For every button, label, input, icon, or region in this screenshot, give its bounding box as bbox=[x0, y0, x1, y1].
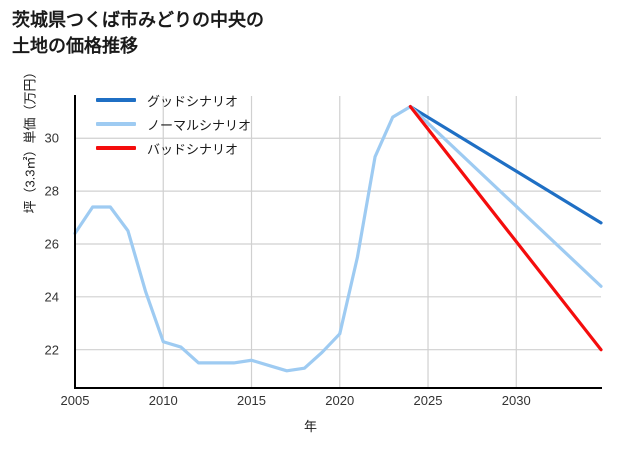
legend-item-label: ノーマルシナリオ bbox=[147, 117, 252, 133]
legend-item[interactable]: バッドシナリオ bbox=[96, 140, 251, 157]
y-tick-label: 28 bbox=[44, 183, 59, 199]
legend-item-label: バッドシナリオ bbox=[147, 141, 239, 157]
y-axis-spine bbox=[74, 95, 76, 389]
series-line bbox=[408, 104, 603, 352]
x-axis-label: 年 bbox=[303, 419, 317, 434]
x-tick-label: 2025 bbox=[413, 393, 443, 408]
y-tick-label: 30 bbox=[44, 130, 59, 146]
series-layer bbox=[73, 104, 603, 373]
legend-swatch-icon bbox=[96, 98, 136, 102]
y-axis-tick-labels: 22 24 26 28 30 bbox=[0, 0, 69, 465]
series-line bbox=[73, 104, 603, 373]
legend-swatch-icon bbox=[96, 122, 136, 126]
chart-title: 茨城県つくば市みどりの中央の 土地の価格推移 bbox=[12, 10, 264, 56]
series-line bbox=[408, 104, 603, 225]
chart-legend: グッドシナリオ ノーマルシナリオ バッドシナリオ bbox=[96, 92, 252, 157]
x-tick-label: 2010 bbox=[148, 393, 178, 408]
x-tick-label: 2030 bbox=[501, 393, 531, 408]
y-tick-label: 24 bbox=[44, 289, 59, 305]
legend-swatch-icon bbox=[96, 146, 136, 150]
x-axis-spine bbox=[74, 387, 602, 389]
x-tick-label: 2020 bbox=[325, 393, 355, 408]
legend-item-label: グッドシナリオ bbox=[147, 93, 239, 109]
x-tick-label: 2005 bbox=[60, 393, 90, 408]
x-tick-label: 2015 bbox=[237, 393, 266, 408]
legend-item[interactable]: ノーマルシナリオ bbox=[96, 116, 252, 133]
legend-item[interactable]: グッドシナリオ bbox=[96, 92, 251, 109]
y-tick-label: 26 bbox=[44, 236, 59, 252]
y-tick-label: 22 bbox=[44, 342, 59, 358]
